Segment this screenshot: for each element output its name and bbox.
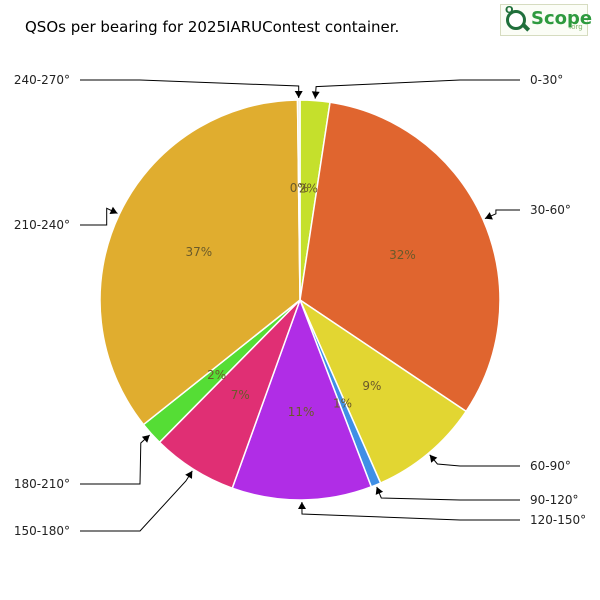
category-label-240-270: 240-270°: [14, 73, 70, 87]
leader-arrow-60-90: [429, 454, 438, 463]
leader-line-60-90: [429, 454, 520, 467]
pie-slice-210-240: [99, 99, 301, 426]
leader-line-150-180: [80, 470, 193, 532]
leader-arrow-120-150: [298, 502, 306, 509]
category-label-30-60: 30-60°: [530, 203, 571, 217]
category-label-90-120: 90-120°: [530, 493, 579, 507]
percent-label-60-90: 9%: [362, 379, 381, 393]
pie-slice-60-90: [298, 297, 468, 485]
leader-arrow-90-120: [375, 486, 384, 495]
leader-line-90-120: [376, 486, 520, 501]
percent-label-90-120: 1%: [333, 397, 352, 411]
pie-slice-240-270: [296, 99, 301, 301]
leader-line-240-270: [80, 79, 300, 98]
qscope-logo: Q Scope .org: [500, 4, 592, 36]
magnifier-handle: [520, 22, 531, 32]
leader-arrow-210-240: [109, 206, 118, 214]
percent-label-0-30: 2%: [299, 181, 318, 195]
leader-arrow-240-270: [294, 91, 303, 98]
category-label-0-30: 0-30°: [530, 73, 563, 87]
percent-label-150-180: 7%: [231, 388, 250, 402]
leader-line-180-210: [80, 434, 151, 485]
percent-label-120-150: 11%: [288, 405, 315, 419]
leader-arrow-0-30: [311, 91, 320, 99]
leader-line-0-30: [314, 79, 520, 99]
leader-line-120-150: [301, 501, 520, 521]
percent-label-180-210: 2%: [207, 368, 226, 382]
chart-title: QSOs per bearing for 2025IARUContest con…: [25, 18, 399, 36]
category-label-60-90: 60-90°: [530, 459, 571, 473]
logo-q-letter: Q: [505, 5, 514, 16]
pie-slice-120-150: [231, 297, 373, 501]
category-label-120-150: 120-150°: [530, 513, 586, 527]
percent-label-210-240: 37%: [185, 245, 212, 259]
leader-arrow-150-180: [185, 470, 193, 479]
category-label-210-240: 210-240°: [14, 218, 70, 232]
leader-arrow-180-210: [141, 435, 150, 443]
percent-label-240-270: 0%: [290, 181, 309, 195]
category-label-150-180: 150-180°: [14, 524, 70, 538]
category-label-180-210: 180-210°: [14, 477, 70, 491]
pie-slice-30-60: [299, 101, 501, 413]
percent-label-30-60: 32%: [389, 248, 416, 262]
logo-wordmark: Scope: [531, 8, 593, 29]
logo-suffix: .org: [569, 23, 583, 31]
leader-arrow-30-60: [484, 212, 493, 220]
